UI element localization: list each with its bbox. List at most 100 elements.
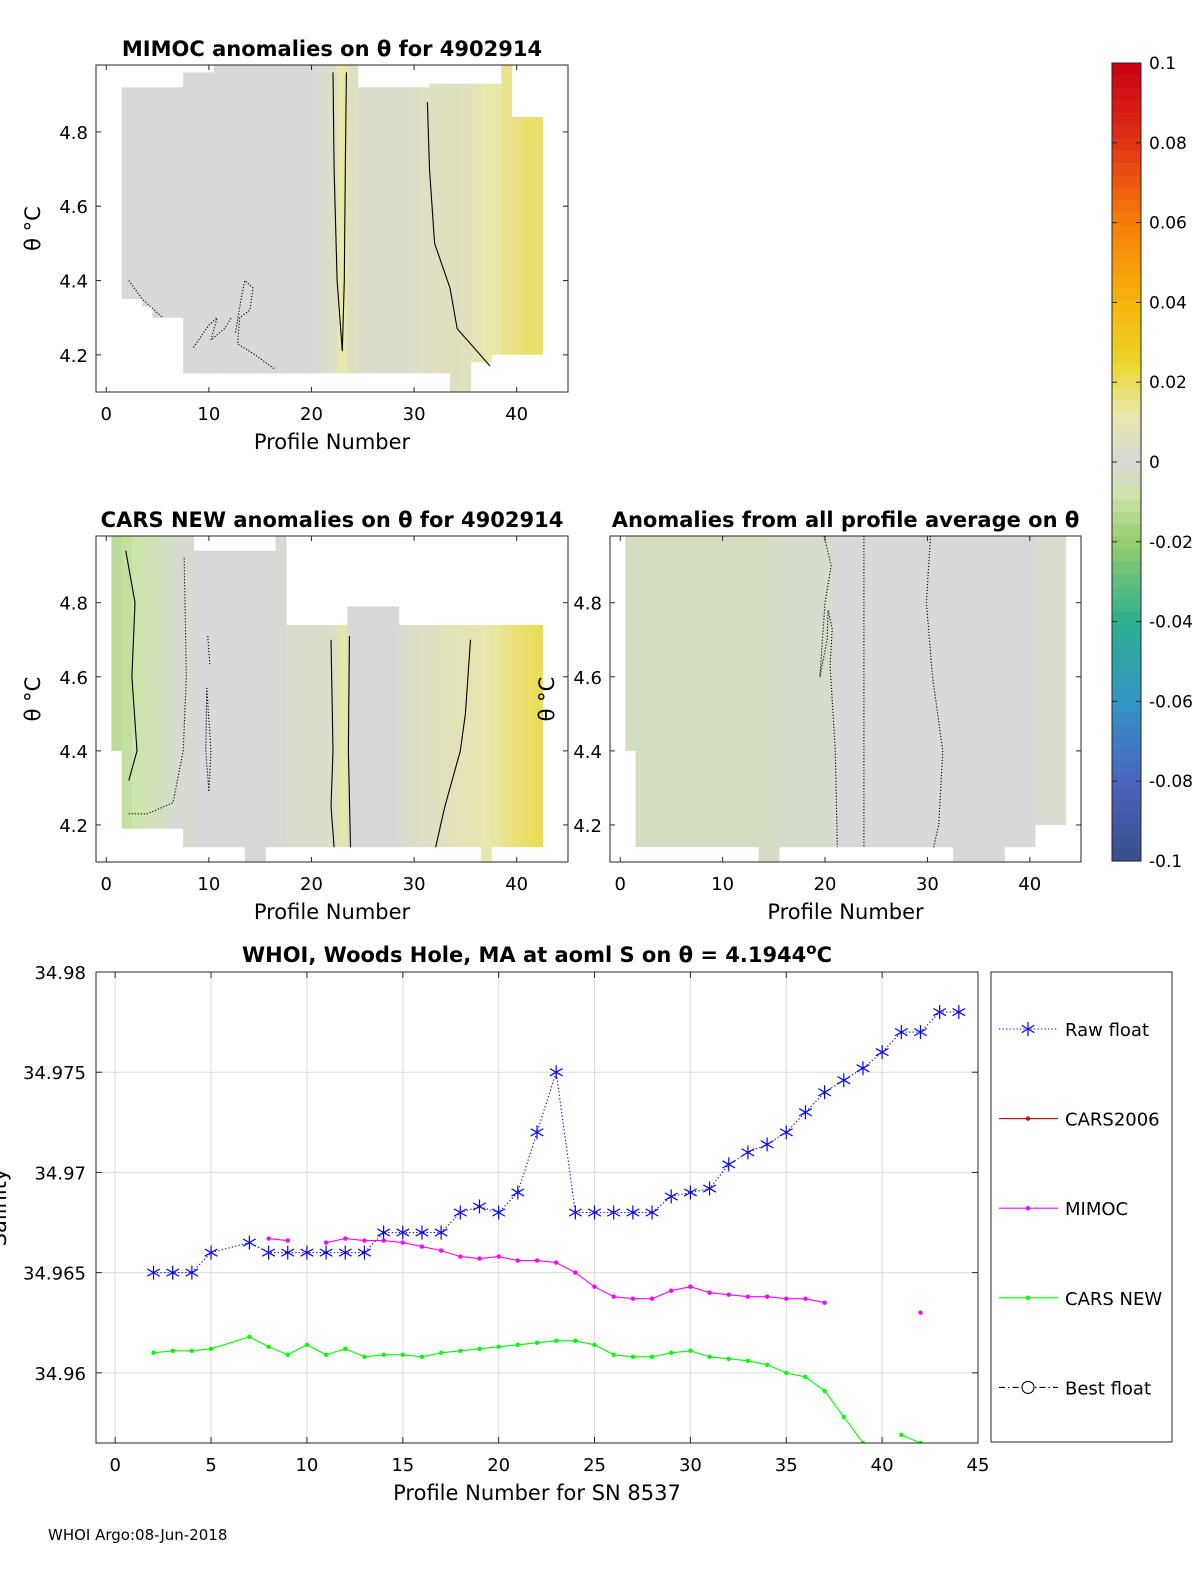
marker-stroke	[166, 1268, 180, 1277]
cars-new-point	[419, 1354, 425, 1360]
mimoc-point	[400, 1240, 405, 1245]
heatmap-cell	[162, 536, 174, 829]
y-tick-label: 4.4	[59, 742, 88, 763]
colorbar-band	[1112, 312, 1141, 326]
raw-float-point	[396, 1225, 410, 1240]
colorbar-band	[1112, 624, 1141, 638]
heatmap-cell	[326, 65, 338, 374]
legend-marker	[1021, 1022, 1035, 1036]
legend-marker	[1025, 1206, 1031, 1211]
heatmap-cell	[337, 624, 348, 848]
heatmap-cell	[265, 65, 277, 374]
marker-stroke	[568, 1208, 582, 1217]
mimoc-point	[573, 1270, 578, 1275]
marker-stroke	[952, 1007, 966, 1017]
raw-float-point	[166, 1265, 180, 1280]
raw-float-point	[146, 1265, 161, 1280]
colorbar-band	[1112, 75, 1141, 89]
heatmap-cell	[152, 536, 164, 829]
heatmap-cell	[419, 624, 431, 848]
marker-stroke	[760, 1140, 774, 1149]
heatmap-cell	[881, 536, 893, 848]
heatmap-cell	[830, 536, 841, 848]
raw-float-point	[894, 1025, 908, 1040]
colorbar-band	[1112, 237, 1141, 251]
heatmap-cell	[244, 550, 256, 862]
colorbar-band	[1112, 200, 1141, 214]
heatmap-cell	[367, 87, 379, 374]
legend-item: MIMOC	[999, 1199, 1128, 1220]
raw-float-point	[357, 1245, 372, 1260]
heatmap-cell	[460, 83, 472, 392]
colorbar-band	[1112, 574, 1141, 588]
colorbar-band	[1112, 698, 1141, 712]
legend-item: Best float	[999, 1378, 1151, 1399]
marker-stroke	[818, 1088, 832, 1097]
heatmap-cell	[131, 87, 143, 300]
y-tick-label: 4.6	[573, 668, 602, 689]
heatmap-cell	[439, 624, 451, 848]
heatmap-cell	[131, 536, 143, 829]
panel-title: CARS NEW anomalies on θ for 4902914	[101, 508, 564, 532]
heatmap-cell	[491, 624, 502, 848]
mimoc-point	[764, 1294, 770, 1299]
x-tick-label: 10	[197, 404, 220, 425]
heatmap-cell	[255, 550, 266, 862]
heatmap-cell	[480, 83, 492, 363]
heatmap-cell	[296, 624, 307, 848]
heatmap-cell	[275, 65, 287, 374]
marker-stroke	[702, 1184, 717, 1193]
chart-title: WHOI, Woods Hole, MA at aoml S on θ = 4.…	[242, 940, 832, 967]
colorbar-band	[1112, 636, 1141, 650]
heatmap-cell	[214, 65, 225, 374]
contour-line	[435, 639, 472, 848]
marker-stroke	[377, 1228, 391, 1237]
x-tick-label: 10	[197, 874, 220, 895]
y-tick-label: 34.965	[23, 1264, 86, 1285]
heatmap-panel-3: 0 10 20 30 40 4.2 4.4 4.6 4.8 Profile Number θ °C A…	[535, 508, 1082, 924]
y-tick-label: 4.2	[573, 816, 602, 837]
heatmap-cell	[686, 536, 698, 848]
colorbar-band	[1112, 686, 1141, 700]
y-tick-label: 4.2	[59, 346, 88, 367]
marker-stroke	[415, 1228, 429, 1237]
raw-float-point	[568, 1205, 582, 1220]
x-tick-label: 20	[300, 404, 323, 425]
raw-float-point	[319, 1245, 333, 1260]
mimoc-point	[477, 1256, 482, 1261]
x-tick-label: 40	[505, 404, 528, 425]
cars-new-point	[688, 1348, 693, 1354]
heatmap-cell	[840, 536, 852, 848]
heatmap-cell	[789, 536, 800, 848]
x-tick-label: 30	[916, 874, 939, 895]
colorbar-band	[1112, 773, 1141, 787]
heatmap-cell	[337, 65, 348, 374]
heatmap-cell	[193, 550, 205, 848]
colorbar-band	[1112, 262, 1141, 276]
x-tick-label: 10	[295, 1455, 318, 1476]
colorbar-band	[1112, 611, 1141, 625]
mimoc-point	[534, 1258, 540, 1263]
heatmap-cell	[532, 117, 543, 355]
heatmap-cell	[1014, 536, 1026, 848]
heatmap-cell	[973, 536, 985, 862]
mimoc-point	[515, 1258, 520, 1263]
colorbar-band	[1112, 586, 1141, 600]
marker-stroke	[875, 1048, 889, 1057]
mimoc-point	[266, 1236, 271, 1241]
x-tick-label: 20	[487, 1455, 510, 1476]
cars-new-point	[343, 1346, 348, 1352]
marker-stroke	[913, 1028, 928, 1037]
chart-title-unit: C	[817, 943, 832, 967]
legend: Raw float CARS2006 MIMOC CARS NEW Best float	[990, 971, 1173, 1443]
cars-new-point	[592, 1342, 597, 1348]
cars-new-point	[362, 1354, 367, 1360]
heatmap-cell	[963, 536, 975, 862]
raw-float-point	[779, 1125, 793, 1140]
raw-float-point	[626, 1205, 640, 1220]
colorbar-band	[1112, 362, 1141, 376]
chart-title-main: WHOI, Woods Hole, MA at aoml S on θ = 4.…	[242, 943, 806, 967]
legend-box	[990, 971, 1173, 1443]
marker-stroke	[722, 1160, 736, 1169]
